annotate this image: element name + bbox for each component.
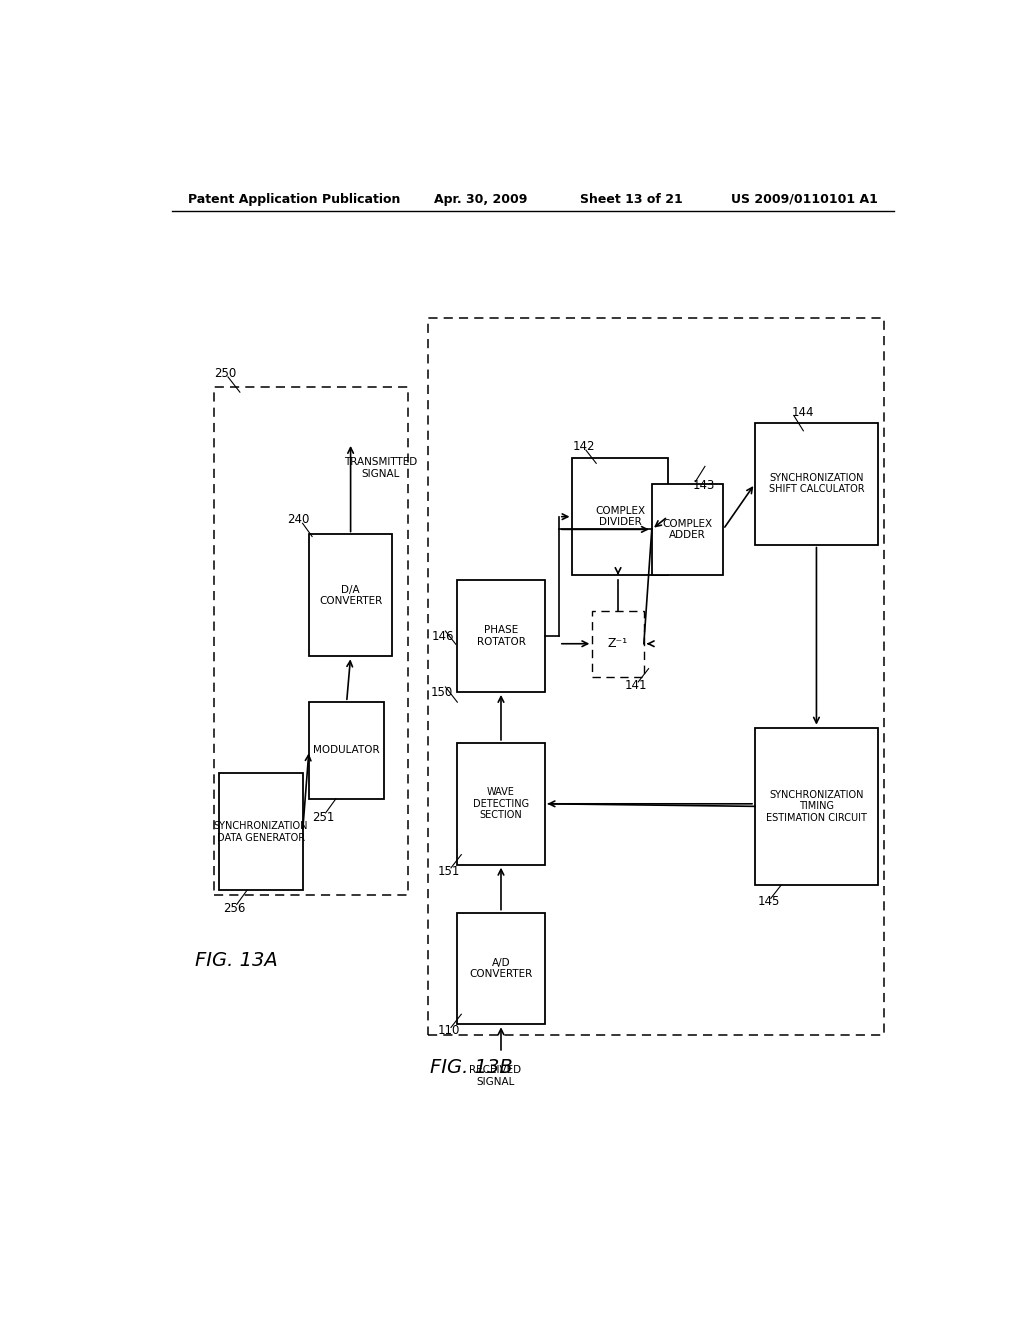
Bar [458, 581, 545, 692]
Bar [428, 318, 885, 1035]
Bar [755, 727, 878, 886]
Text: RECEIVED
SIGNAL: RECEIVED SIGNAL [469, 1065, 521, 1086]
Text: 143: 143 [693, 479, 716, 491]
Text: 110: 110 [437, 1024, 460, 1038]
Text: 240: 240 [287, 513, 309, 527]
Text: D/A
CONVERTER: D/A CONVERTER [319, 585, 382, 606]
Text: Apr. 30, 2009: Apr. 30, 2009 [433, 193, 527, 206]
Text: WAVE
DETECTING
SECTION: WAVE DETECTING SECTION [473, 787, 529, 821]
Text: TRANSMITTED
SIGNAL: TRANSMITTED SIGNAL [344, 457, 417, 479]
Text: COMPLEX
ADDER: COMPLEX ADDER [663, 519, 713, 540]
Text: US 2009/0110101 A1: US 2009/0110101 A1 [731, 193, 878, 206]
Bar [592, 611, 644, 677]
Bar [214, 387, 409, 895]
Text: FIG. 13A: FIG. 13A [196, 952, 279, 970]
Text: 142: 142 [572, 440, 595, 453]
Text: SYNCHRONIZATION
SHIFT CALCULATOR: SYNCHRONIZATION SHIFT CALCULATOR [769, 473, 864, 495]
Text: PHASE
ROTATOR: PHASE ROTATOR [476, 626, 525, 647]
Text: Sheet 13 of 21: Sheet 13 of 21 [581, 193, 683, 206]
Text: COMPLEX
DIVIDER: COMPLEX DIVIDER [595, 506, 645, 528]
Text: 250: 250 [214, 367, 236, 380]
Text: 151: 151 [437, 865, 460, 878]
Text: Z⁻¹: Z⁻¹ [608, 638, 628, 651]
Text: Patent Application Publication: Patent Application Publication [187, 193, 400, 206]
Text: MODULATOR: MODULATOR [313, 746, 380, 755]
Text: 150: 150 [431, 685, 454, 698]
Bar [309, 535, 392, 656]
Bar [572, 458, 668, 576]
Bar [755, 422, 878, 545]
Text: 144: 144 [792, 405, 814, 418]
Bar [458, 743, 545, 865]
Text: 141: 141 [625, 678, 647, 692]
Text: 145: 145 [758, 895, 779, 908]
Text: FIG. 13B: FIG. 13B [430, 1057, 512, 1077]
Text: 146: 146 [432, 630, 455, 643]
Text: 256: 256 [223, 903, 246, 915]
Bar [309, 702, 384, 799]
Text: 251: 251 [312, 810, 335, 824]
Bar [458, 912, 545, 1024]
Text: A/D
CONVERTER: A/D CONVERTER [469, 958, 532, 979]
Bar [219, 774, 303, 890]
Bar [652, 483, 723, 576]
Text: SYNCHRONIZATION
DATA GENERATOR: SYNCHRONIZATION DATA GENERATOR [214, 821, 308, 842]
Text: SYNCHRONIZATION
TIMING
ESTIMATION CIRCUIT: SYNCHRONIZATION TIMING ESTIMATION CIRCUI… [766, 789, 867, 822]
